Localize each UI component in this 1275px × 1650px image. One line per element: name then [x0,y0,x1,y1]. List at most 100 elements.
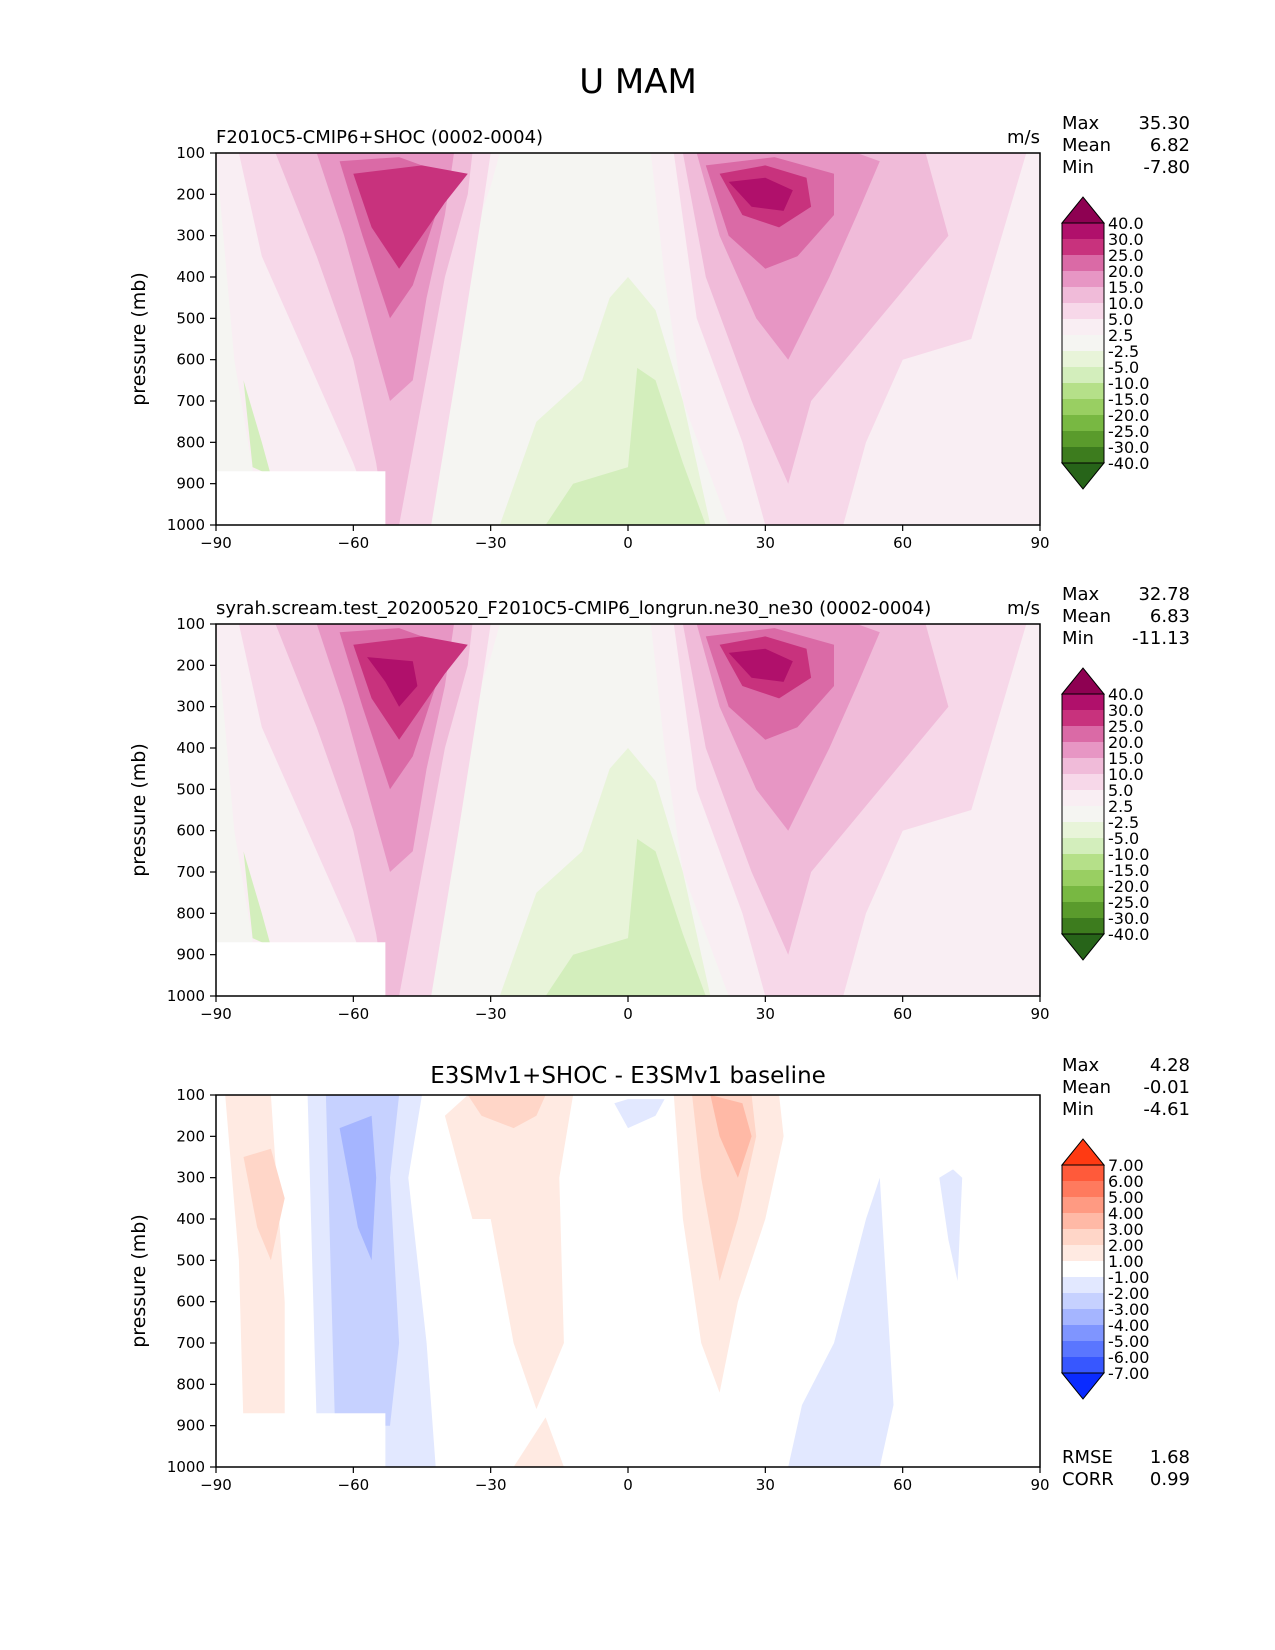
x-tick-label: 60 [893,1005,912,1023]
corr-label: CORR [1062,1469,1114,1490]
colorbar-frame [1061,1164,1105,1374]
colorbar-tick-label: 15.0 [1108,749,1144,768]
stat-value: 32.78 [1138,584,1190,605]
colorbar-segment [1062,1245,1104,1261]
colorbar-segment [1062,918,1104,934]
y-tick-label: 200 [176,1127,205,1145]
contour-band [728,177,793,211]
colorbar-tick-label: -10.0 [1108,845,1149,864]
y-tick-label: 400 [176,268,205,286]
colorbar-segment [1062,255,1104,271]
stat-label: Min [1062,157,1094,178]
y-tick-label: 300 [176,698,205,716]
colorbar-segment [1062,1357,1104,1373]
x-tick-label: 30 [756,1476,775,1494]
panel-title: E3SMv1+SHOC - E3SMv1 baseline [430,1063,826,1089]
colorbar-segment [1062,223,1104,239]
masked-region [216,942,386,996]
stat-label: Mean [1062,606,1111,627]
colorbar-segment [1062,431,1104,447]
colorbar-tick-label: 20.0 [1108,733,1144,752]
colorbar-segment [1062,1325,1104,1341]
stat-label: Max [1062,584,1100,605]
stat-value: -0.01 [1143,1077,1190,1098]
colorbar-segment [1062,271,1104,287]
y-tick-label: 800 [176,1375,205,1393]
y-tick-label: 900 [176,1417,205,1435]
figure-title: U MAM [579,62,697,102]
x-tick-label: −60 [338,1005,370,1023]
colorbar-tick-label: -30.0 [1108,909,1149,928]
colorbar-segment [1062,1197,1104,1213]
x-tick-label: 90 [1030,534,1049,552]
x-tick-label: 60 [893,534,912,552]
colorbar-tick-label: 2.5 [1108,797,1133,816]
masked-region [216,1413,386,1467]
y-tick-label: 500 [176,309,205,327]
y-tick-label: 500 [176,1251,205,1269]
colorbar-segment [1062,774,1104,790]
colorbar-segment [1062,399,1104,415]
colorbar-tick-label: -20.0 [1108,877,1149,896]
stat-label: Max [1062,1055,1100,1076]
y-tick-label: 800 [176,433,205,451]
colorbar-tick-label: 10.0 [1108,294,1144,313]
colorbar-tick-label: -7.00 [1108,1364,1149,1383]
contour-band [545,367,706,525]
colorbar-tick-label: 40.0 [1108,214,1144,233]
x-tick-label: −30 [475,1005,507,1023]
colorbar-tick-label: 25.0 [1108,246,1144,265]
x-tick-label: 0 [623,1005,633,1023]
colorbar-tick-label: -15.0 [1108,390,1149,409]
contour-band [339,1115,377,1261]
panel-title: F2010C5-CMIP6+SHOC (0002-0004) [216,127,543,148]
y-axis-label: pressure (mb) [128,1214,150,1348]
colorbar-extend-min [1060,933,1106,961]
colorbar-segment [1062,758,1104,774]
contour-band [545,838,706,996]
y-tick-label: 300 [176,1169,205,1187]
colorbar-segment [1062,902,1104,918]
colorbar-tick-label: 4.00 [1108,1204,1144,1223]
colorbar-segment [1062,726,1104,742]
colorbar-extend-max [1060,196,1106,224]
stat-value: 4.28 [1150,1055,1190,1076]
y-tick-label: 100 [176,144,205,162]
contour-band [444,1095,574,1410]
contour-band [367,657,418,707]
x-tick-label: −90 [200,1476,232,1494]
colorbar-tick-label: -2.00 [1108,1284,1149,1303]
colorbar-tick-label: 3.00 [1108,1220,1144,1239]
rmse-label: RMSE [1062,1447,1113,1468]
colorbar-frame [1061,222,1105,464]
colorbar-tick-label: 5.0 [1108,310,1133,329]
contour-band [710,1095,752,1178]
stat-label: Mean [1062,1077,1111,1098]
contour-band [467,1095,546,1129]
colorbar-tick-label: 40.0 [1108,685,1144,704]
y-tick-label: 1000 [167,1458,205,1476]
colorbar-tick-label: 5.00 [1108,1188,1144,1207]
contour-band [353,165,468,269]
colorbar-tick-label: -30.0 [1108,438,1149,457]
contour-band [243,851,271,947]
colorbar-tick-label: 20.0 [1108,262,1144,281]
x-tick-label: 0 [623,1476,633,1494]
panel-title: syrah.scream.test_20200520_F2010C5-CMIP6… [216,598,931,619]
colorbar-tick-label: -5.00 [1108,1332,1149,1351]
panel-units: m/s [1007,127,1040,148]
colorbar-segment [1062,1181,1104,1197]
y-tick-label: 400 [176,1210,205,1228]
x-tick-label: −30 [475,1476,507,1494]
panel-units: m/s [1007,598,1040,619]
stat-value: -4.61 [1143,1099,1190,1120]
colorbar-tick-label: -2.5 [1108,813,1139,832]
stat-label: Max [1062,113,1100,134]
colorbar-segment [1062,351,1104,367]
y-tick-label: 700 [176,1334,205,1352]
colorbar-segment [1062,694,1104,710]
y-tick-label: 1000 [167,516,205,534]
colorbar-segment [1062,1309,1104,1325]
masked-region [216,471,386,525]
